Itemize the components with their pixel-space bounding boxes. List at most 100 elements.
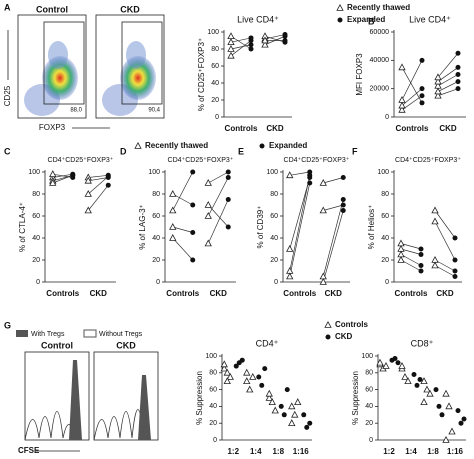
circle-marker [417, 377, 423, 383]
pair-line [207, 204, 229, 228]
y-tick-label: 40 [270, 235, 278, 242]
pair-line [400, 243, 422, 250]
y-tick-label: 0 [369, 437, 373, 444]
pair-line [437, 67, 459, 82]
circle-marker [307, 420, 313, 426]
triangle-marker [291, 410, 299, 418]
pair-line [322, 210, 344, 283]
circle-marker [418, 252, 424, 257]
y-tick-label: 100 [205, 353, 217, 360]
y-tick-label: 80 [365, 370, 373, 377]
y-tick-label: 60 [365, 386, 373, 393]
triangle-marker [423, 385, 431, 393]
y-tick-label: 40 [152, 235, 160, 242]
cell-cloud [126, 41, 146, 69]
pair-line [437, 81, 459, 92]
triangle-marker [434, 91, 442, 99]
x-tick-label: Controls [395, 289, 428, 298]
y-tick-label: 20 [209, 420, 217, 427]
circle-marker [455, 72, 461, 77]
y-tick-label: 40000 [370, 57, 390, 64]
triangle-marker [434, 87, 442, 95]
pair-line [264, 35, 286, 43]
y-tick-label: 40 [381, 235, 389, 242]
circle-marker [452, 268, 458, 274]
triangle-marker [265, 393, 273, 401]
pair-line [400, 248, 422, 255]
triangle-marker [431, 206, 439, 214]
triangle-marker [134, 141, 142, 149]
histogram-tregs [69, 360, 82, 440]
triangle-marker [431, 217, 439, 225]
panel-letter: E [238, 146, 244, 156]
histogram-tregs [138, 375, 151, 440]
triangle-marker [223, 368, 231, 376]
x-tick-label: CKD [436, 289, 454, 298]
circle-marker [452, 274, 458, 279]
x-tick-label: 1:2 [383, 447, 395, 456]
triangle-marker [169, 233, 177, 241]
circle-marker [455, 408, 461, 414]
triangle-marker [442, 389, 450, 397]
triangle-marker [169, 189, 177, 197]
cell-cloud [48, 41, 68, 69]
circle-marker [419, 100, 425, 106]
triangle-marker [398, 95, 406, 103]
x-axis-label: CFSE [18, 446, 40, 455]
y-tick-label: 80 [381, 191, 389, 198]
triangle-marker [271, 406, 279, 414]
x-tick-label: Controls [166, 289, 199, 298]
pair-line [172, 193, 193, 206]
y-tick-label: 100 [361, 353, 373, 360]
cell-cloud [42, 56, 78, 100]
triangle-marker [382, 362, 390, 369]
triangle-marker [319, 178, 327, 186]
triangle-marker [336, 3, 344, 11]
y-tick-label: 100 [148, 169, 160, 176]
x-tick-label: CKD [210, 289, 228, 298]
y-tick-label: 0 [385, 279, 389, 286]
chart-title: CD4⁺CD25⁺FOXP3⁺ [168, 157, 234, 164]
circle-marker [439, 412, 445, 418]
y-tick-label: 60 [381, 213, 389, 220]
triangle-marker [319, 206, 327, 214]
triangle-marker [448, 427, 456, 435]
pair-line [230, 40, 252, 57]
pair-line [401, 60, 423, 101]
circle-marker [458, 420, 464, 426]
y-axis-label: % of CTLA-4⁺ [18, 202, 27, 252]
panel-letter: G [4, 320, 11, 330]
triangle-marker [204, 239, 212, 247]
pair-line [434, 265, 456, 277]
x-tick-label: Controls [283, 289, 316, 298]
circle-marker [455, 79, 461, 85]
pair-line [172, 226, 193, 233]
y-axis-label: % of CD39⁺ [256, 206, 265, 249]
legend-label: Expanded [347, 15, 385, 24]
triangle-marker [397, 255, 405, 263]
y-axis-label: % of CD25⁺FOXP3⁺ [197, 38, 206, 111]
pair-line [400, 254, 422, 266]
pair-line [87, 184, 109, 211]
panel-letter: D [120, 146, 127, 156]
circle-marker [225, 197, 231, 202]
circle-marker [340, 202, 346, 208]
legend-label: Expanded [269, 141, 307, 150]
circle-marker [248, 46, 254, 52]
legend-label: Recently thawed [145, 141, 208, 150]
y-tick-label: 60 [270, 213, 278, 220]
y-axis-label: % of Helios⁺ [367, 205, 376, 250]
triangle-marker [243, 368, 251, 376]
panel-letter: B [368, 16, 375, 26]
y-tick-label: 0 [213, 437, 217, 444]
pair-line [208, 171, 229, 184]
triangle-marker [84, 176, 92, 184]
circle-marker [307, 180, 313, 186]
circle-marker [395, 360, 401, 366]
triangle-marker [434, 77, 442, 85]
histogram-peaks [93, 409, 145, 441]
x-tick-label: Controls [396, 124, 429, 133]
legend-label: Recently thawed [347, 3, 410, 12]
x-tick-label: Controls [225, 124, 258, 133]
pair-line [289, 182, 311, 277]
